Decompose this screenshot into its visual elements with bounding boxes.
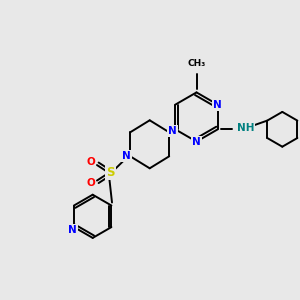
Text: N: N: [122, 151, 131, 161]
Text: CH₃: CH₃: [188, 59, 206, 68]
Text: O: O: [86, 178, 95, 188]
Text: N: N: [213, 100, 222, 110]
Text: NH: NH: [237, 123, 255, 133]
Text: N: N: [168, 126, 177, 136]
Text: N: N: [68, 225, 77, 235]
Text: O: O: [86, 157, 95, 167]
Text: S: S: [106, 166, 115, 179]
Text: N: N: [192, 136, 201, 147]
